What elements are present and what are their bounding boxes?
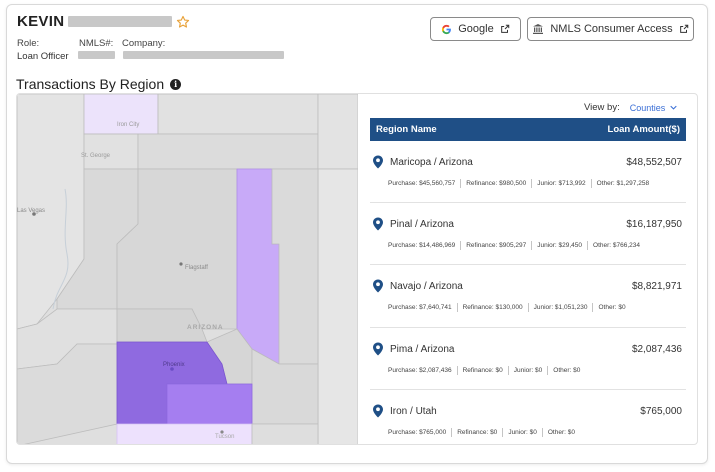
info-icon[interactable]: i	[170, 78, 182, 90]
region-list: Maricopa / Arizona $48,552,507 Purchase:…	[370, 141, 686, 452]
chevron-down-icon	[670, 105, 677, 110]
purchase-amount: Purchase: $14,486,969	[388, 242, 456, 250]
purchase-amount: Purchase: $45,560,757	[388, 180, 456, 187]
nmls-consumer-access-button[interactable]: NMLS Consumer Access	[527, 17, 694, 41]
map-label-iron-city: Iron City	[117, 122, 139, 128]
map-pin-icon	[373, 342, 383, 356]
section-title-text: Transactions By Region	[16, 76, 165, 92]
map-label-las-vegas: Las Vegas	[17, 208, 45, 214]
company-label: Company:	[122, 38, 166, 49]
map-label-tucson: Tucson	[215, 434, 234, 440]
nmls-button-label: NMLS Consumer Access	[550, 23, 673, 35]
redacted-nmls-number	[78, 51, 115, 59]
region-panel: Iron City St. George Las Vegas Flagstaff…	[16, 93, 698, 445]
refinance-amount: Refinance: $980,500	[466, 180, 527, 187]
refinance-amount: Refinance: $130,000	[462, 304, 523, 312]
map-pin-icon	[373, 404, 383, 418]
region-name: Pima / Arizona	[390, 343, 455, 355]
region-map[interactable]: Iron City St. George Las Vegas Flagstaff…	[17, 94, 358, 445]
region-row[interactable]: Maricopa / Arizona $48,552,507 Purchase:…	[370, 141, 686, 204]
view-by-select[interactable]: Counties	[630, 103, 678, 113]
other-amount: Other: $0	[553, 366, 581, 374]
google-button[interactable]: Google	[430, 17, 521, 41]
loan-breakdown: Purchase: $765,000 Refinance: $0 Junior:…	[388, 427, 575, 437]
region-name: Maricopa / Arizona	[390, 157, 473, 168]
region-amount: $48,552,507	[626, 157, 682, 168]
role-label: Role:	[17, 38, 40, 49]
region-amount: $765,000	[640, 405, 682, 417]
star-icon[interactable]	[176, 15, 190, 29]
map-pin-icon	[373, 217, 383, 231]
map-label-flagstaff: Flagstaff	[185, 265, 208, 271]
other-amount: Other: $1,297,258	[596, 180, 650, 187]
region-table-header: Region Name Loan Amount($)	[370, 118, 686, 141]
region-name: Iron / Utah	[390, 405, 437, 417]
role-value: Loan Officer	[17, 51, 69, 62]
region-row[interactable]: Pinal / Arizona $16,187,950 Purchase: $1…	[370, 203, 686, 266]
map-label-phoenix: Phoenix	[163, 362, 185, 368]
name-row: KEVIN	[17, 13, 190, 30]
other-amount: Other: $0	[547, 428, 575, 436]
map-pin-icon	[373, 155, 383, 169]
section-title: Transactions By Region i	[16, 76, 182, 92]
redacted-last-name	[68, 16, 173, 27]
junior-amount: Junior: $29,450	[537, 242, 583, 250]
junior-amount: Junior: $0	[513, 366, 543, 374]
google-icon	[442, 24, 452, 34]
region-row[interactable]: Pima / Arizona $2,087,436 Purchase: $2,0…	[370, 328, 686, 390]
view-by-label: View by:	[584, 102, 620, 113]
loan-breakdown: Purchase: $45,560,757 Refinance: $980,50…	[388, 179, 649, 188]
purchase-amount: Purchase: $7,640,741	[388, 304, 452, 312]
refinance-amount: Refinance: $905,297	[466, 242, 527, 250]
junior-amount: Junior: $0	[508, 428, 537, 436]
bank-icon	[533, 24, 544, 34]
junior-amount: Junior: $1,051,230	[533, 304, 588, 312]
refinance-amount: Refinance: $0	[462, 366, 503, 374]
region-name: Navajo / Arizona	[390, 281, 463, 293]
redacted-company-name	[123, 51, 284, 59]
region-amount: $8,821,971	[631, 281, 682, 293]
region-amount: $2,087,436	[631, 343, 682, 355]
other-amount: Other: $0	[598, 304, 626, 312]
region-name: Pinal / Arizona	[390, 219, 454, 231]
officer-first-name: KEVIN	[17, 13, 65, 30]
purchase-amount: Purchase: $2,087,436	[388, 366, 452, 374]
loan-breakdown: Purchase: $14,486,969 Refinance: $905,29…	[388, 241, 641, 251]
region-row[interactable]: Iron / Utah $765,000 Purchase: $765,000 …	[370, 390, 686, 452]
map-label-arizona: ARIZONA	[187, 324, 224, 331]
loan-breakdown: Purchase: $7,640,741 Refinance: $130,000…	[388, 303, 626, 313]
region-amount: $16,187,950	[626, 219, 682, 231]
view-by-control: View by: Counties	[584, 102, 677, 113]
google-button-label: Google	[458, 23, 494, 35]
map-pin-icon	[373, 279, 383, 293]
external-link-icon	[679, 24, 688, 33]
nmls-label: NMLS#:	[79, 38, 114, 49]
external-link-icon	[500, 24, 509, 33]
col-loan-amount: Loan Amount($)	[607, 124, 680, 135]
junior-amount: Junior: $713,992	[537, 180, 586, 187]
col-region-name: Region Name	[376, 124, 437, 135]
loan-breakdown: Purchase: $2,087,436 Refinance: $0 Junio…	[388, 365, 581, 375]
view-by-selected: Counties	[629, 102, 666, 113]
refinance-amount: Refinance: $0	[457, 428, 498, 436]
region-row[interactable]: Navajo / Arizona $8,821,971 Purchase: $7…	[370, 265, 686, 328]
map-label-st-george: St. George	[81, 153, 111, 159]
purchase-amount: Purchase: $765,000	[388, 428, 447, 436]
other-amount: Other: $766,234	[593, 242, 641, 250]
